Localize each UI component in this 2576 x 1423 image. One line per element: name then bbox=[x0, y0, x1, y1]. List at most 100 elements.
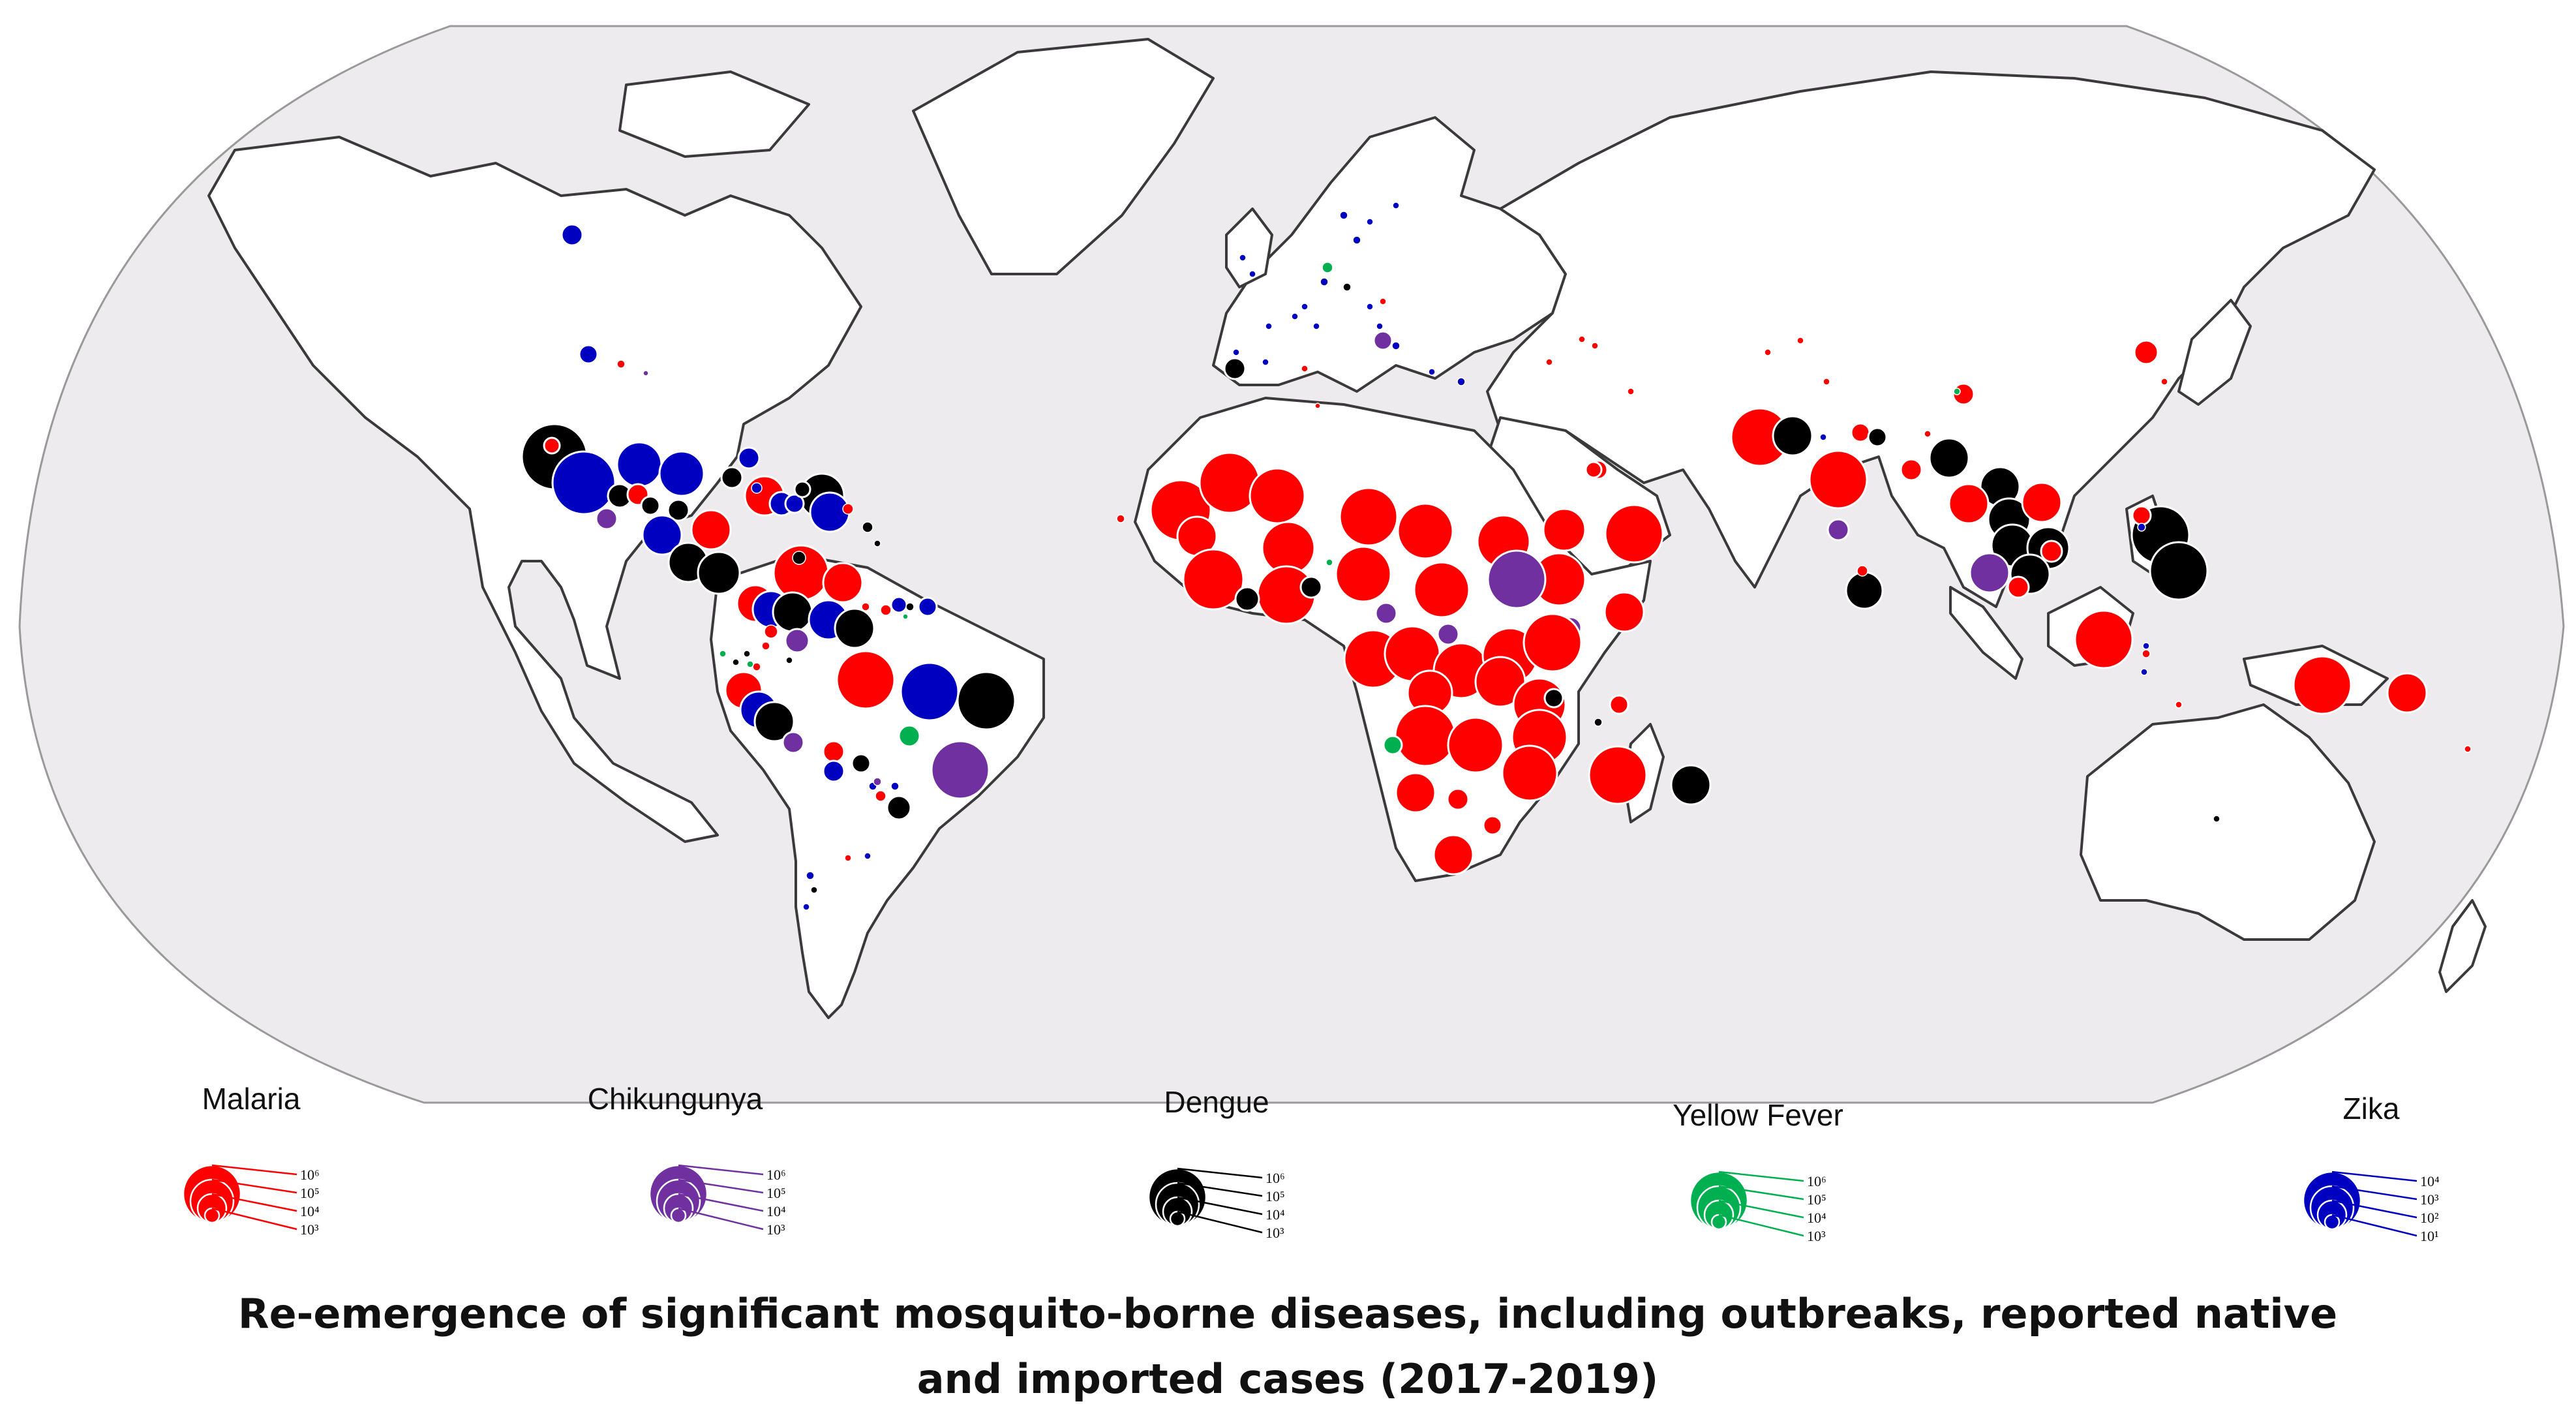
caption-line-2: and imported cases (2017-2019) bbox=[917, 1355, 1659, 1403]
zika-bubble bbox=[1320, 277, 1329, 286]
legend-size-circle bbox=[204, 1207, 220, 1224]
dengue-bubble bbox=[851, 753, 871, 774]
malaria-bubble bbox=[2142, 649, 2151, 658]
malaria-bubble bbox=[690, 509, 732, 551]
chikungunya-bubble bbox=[873, 777, 882, 786]
zika-bubble bbox=[784, 493, 805, 514]
malaria-bubble bbox=[1609, 694, 1629, 715]
yellow-fever-bubble bbox=[902, 613, 909, 620]
malaria-bubble bbox=[1301, 365, 1309, 373]
zika-bubble bbox=[560, 223, 584, 247]
legend-title: Zika bbox=[2343, 1092, 2400, 1125]
chikungunya-bubble bbox=[643, 370, 649, 376]
zika-bubble bbox=[1262, 358, 1269, 366]
malaria-bubble bbox=[1432, 834, 1474, 876]
malaria-bubble bbox=[1335, 545, 1392, 603]
legend-leader-line bbox=[2331, 1214, 2417, 1237]
zika-bubble bbox=[1265, 322, 1273, 330]
legend-chikungunya: Chikungunya 10⁶ 10⁵ 10⁴ 10³ bbox=[588, 1082, 786, 1238]
malaria-bubble bbox=[1395, 772, 1436, 814]
malaria-bubble bbox=[822, 740, 845, 763]
legend-leader-line bbox=[2331, 1171, 2417, 1182]
legend-tick-label: 10⁵ bbox=[766, 1185, 786, 1201]
dengue-bubble bbox=[785, 656, 793, 664]
malaria-bubble bbox=[842, 503, 854, 515]
legend-yellow-fever: Yellow Fever 10⁶ 10⁵ 10⁴ 10³ bbox=[1673, 1098, 1843, 1244]
malaria-bubble bbox=[1394, 705, 1457, 767]
chikungunya-bubble bbox=[1436, 622, 1460, 646]
malaria-bubble bbox=[761, 641, 770, 650]
zika-bubble bbox=[890, 596, 908, 614]
zika-bubble bbox=[802, 903, 810, 911]
arctic-islands bbox=[618, 70, 810, 158]
dengue-bubble bbox=[772, 591, 813, 633]
malaria-bubble bbox=[1603, 591, 1645, 633]
legend-leader-line bbox=[1177, 1196, 1263, 1216]
dengue-bubble bbox=[873, 540, 881, 547]
dengue-bubble bbox=[792, 551, 806, 565]
dengue-bubble bbox=[1234, 586, 1260, 612]
land-masses bbox=[207, 38, 2487, 1019]
dengue-bubble bbox=[886, 795, 912, 821]
malaria-bubble bbox=[1604, 504, 1664, 564]
legend-leader-line bbox=[678, 1207, 764, 1231]
dengue-bubble bbox=[667, 498, 690, 522]
zika-bubble bbox=[1366, 218, 1374, 226]
malaria-bubble bbox=[2007, 575, 2030, 599]
malaria-bubble bbox=[1249, 467, 1306, 525]
malaria-bubble bbox=[1447, 716, 1504, 774]
yellow-fever-bubble bbox=[1322, 262, 1333, 273]
zika-bubble bbox=[1457, 377, 1466, 386]
malaria-bubble bbox=[1591, 342, 1599, 350]
malaria-bubble bbox=[2160, 378, 2168, 386]
legend-tick-label: 10⁴ bbox=[300, 1203, 320, 1219]
malaria-bubble bbox=[752, 662, 761, 671]
chikungunya-bubble bbox=[1374, 602, 1398, 625]
legend-leader-line bbox=[2331, 1185, 2417, 1201]
legend-leader-line bbox=[211, 1164, 297, 1176]
zika-bubble bbox=[1312, 322, 1320, 330]
legend-leader-line bbox=[1177, 1182, 1263, 1197]
zika-bubble bbox=[917, 596, 938, 617]
legend-size-circle bbox=[1710, 1214, 1727, 1231]
malaria-bubble bbox=[2464, 745, 2472, 753]
legend-leader-line bbox=[211, 1207, 297, 1231]
malaria-bubble bbox=[1182, 548, 1245, 611]
disease-bubbles bbox=[521, 202, 2472, 911]
dengue-bubble bbox=[793, 480, 811, 498]
malaria-bubble bbox=[836, 650, 896, 710]
new-zealand bbox=[2438, 899, 2487, 993]
dengue-bubble bbox=[2149, 541, 2209, 601]
malaria-bubble bbox=[2292, 655, 2352, 715]
malaria-bubble bbox=[880, 604, 892, 616]
malaria-bubble bbox=[1339, 487, 1399, 547]
legend-tick-label: 10³ bbox=[2420, 1191, 2439, 1208]
malaria-bubble bbox=[1501, 744, 1558, 802]
legend-tick-label: 10³ bbox=[1807, 1228, 1826, 1244]
legend-tick-label: 10³ bbox=[766, 1221, 785, 1238]
legend-zika: Zika 10⁴ 10³ 10² 10¹ bbox=[2302, 1092, 2440, 1244]
malaria-bubble bbox=[1924, 430, 1932, 438]
malaria-bubble bbox=[875, 790, 886, 802]
zika-bubble bbox=[737, 446, 761, 470]
japan bbox=[2177, 299, 2252, 406]
malaria-bubble bbox=[1413, 561, 1470, 619]
malaria-bubble bbox=[1116, 514, 1125, 523]
dengue-bubble bbox=[1867, 427, 1888, 448]
malaria-bubble bbox=[2133, 339, 2159, 365]
legend-tick-label: 10¹ bbox=[2420, 1228, 2439, 1244]
legend-leader-line bbox=[1718, 1214, 1804, 1237]
zika-bubble bbox=[2137, 523, 2146, 532]
malaria-bubble bbox=[1446, 788, 1470, 811]
malaria-bubble bbox=[543, 436, 561, 455]
legend-leader-line bbox=[1718, 1171, 1804, 1182]
dengue-bubble bbox=[862, 521, 873, 533]
legend-leader-line bbox=[1718, 1199, 1804, 1219]
dengue-bubble bbox=[732, 658, 740, 666]
dengue-bubble bbox=[2213, 815, 2220, 823]
zika-bubble bbox=[658, 450, 705, 497]
greenland bbox=[912, 38, 1215, 275]
chikungunya-bubble bbox=[784, 628, 810, 654]
